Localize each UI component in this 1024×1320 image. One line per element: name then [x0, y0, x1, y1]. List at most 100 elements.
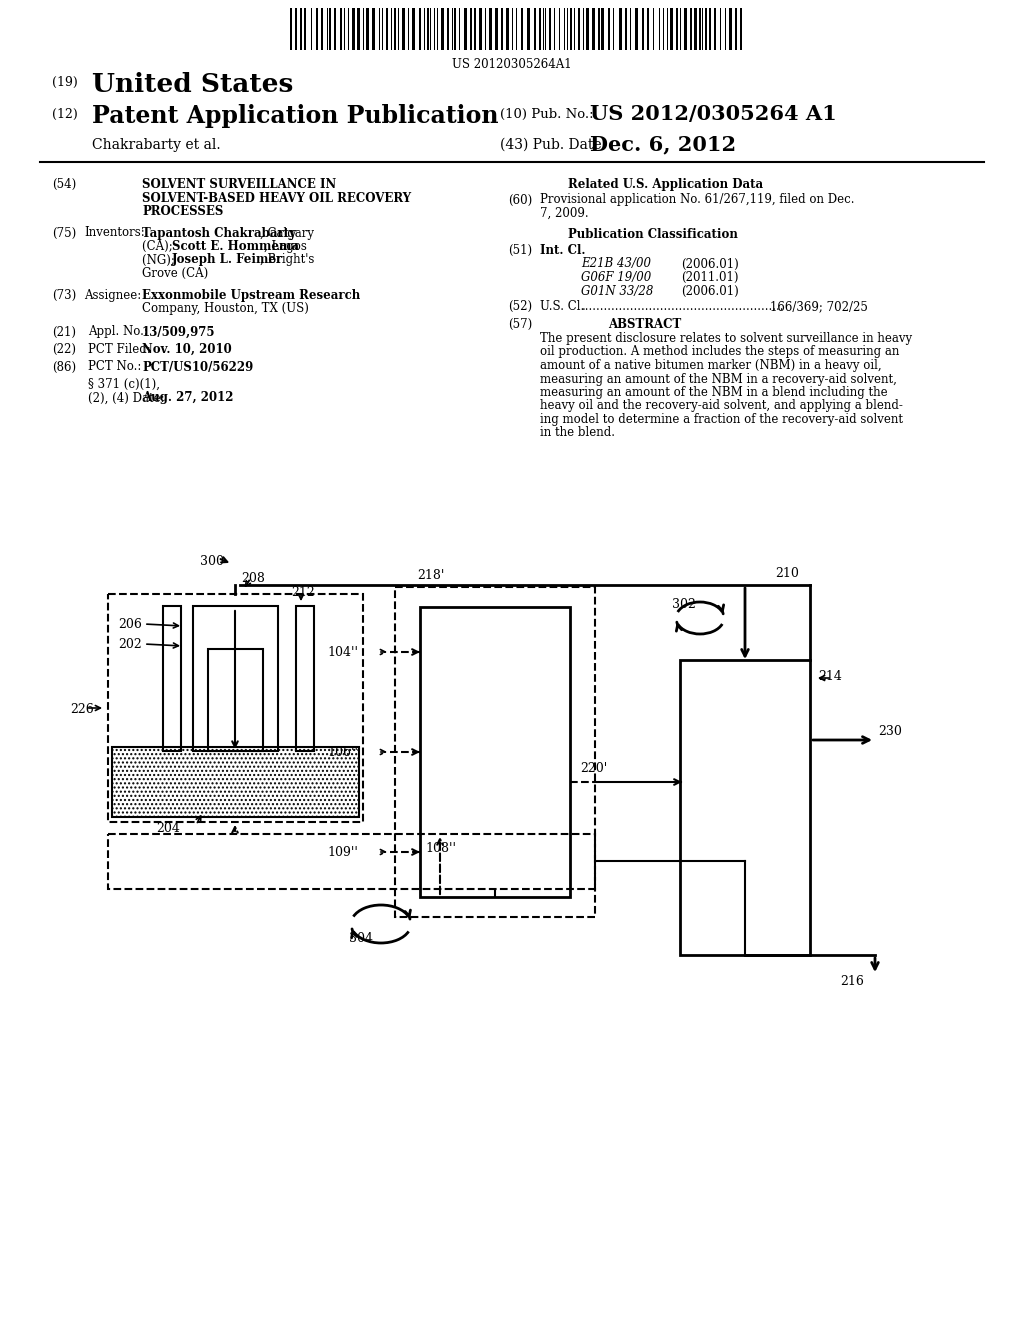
Text: Dec. 6, 2012: Dec. 6, 2012 [590, 135, 736, 154]
Text: PCT No.:: PCT No.: [88, 360, 141, 374]
Text: (2011.01): (2011.01) [681, 271, 738, 284]
Text: measuring an amount of the NBM in a blend including the: measuring an amount of the NBM in a blen… [540, 385, 888, 399]
Bar [699, 8, 701, 50]
Text: ......................................................: ........................................… [582, 300, 784, 313]
Text: in the blend.: in the blend. [540, 426, 615, 440]
Bar [304, 8, 306, 50]
Bar [676, 8, 678, 50]
Text: 220': 220' [580, 762, 607, 775]
Text: (75): (75) [52, 227, 76, 239]
Bar [709, 8, 711, 50]
Bar [427, 8, 429, 50]
Bar [608, 8, 610, 50]
Text: (51): (51) [508, 244, 532, 257]
Text: 302: 302 [672, 598, 696, 611]
Bar [412, 8, 415, 50]
Text: The present disclosure relates to solvent surveillance in heavy: The present disclosure relates to solven… [540, 333, 912, 345]
Text: (CA);: (CA); [142, 240, 176, 253]
Text: , Calgary: , Calgary [260, 227, 314, 239]
Text: (52): (52) [508, 300, 532, 313]
Text: (73): (73) [52, 289, 76, 301]
Text: U.S. Cl.: U.S. Cl. [540, 300, 585, 313]
Text: 13/509,975: 13/509,975 [142, 326, 215, 338]
Bar [570, 8, 572, 50]
Bar [208, 649, 263, 751]
Text: (57): (57) [508, 318, 532, 330]
Bar [705, 8, 707, 50]
Text: Int. Cl.: Int. Cl. [540, 244, 586, 257]
Text: Assignee:: Assignee: [84, 289, 141, 301]
Bar [108, 834, 595, 888]
Bar [539, 8, 541, 50]
Text: 109'': 109'' [327, 846, 357, 859]
Bar [601, 8, 604, 50]
Text: ing model to determine a fraction of the recovery-aid solvent: ing model to determine a fraction of the… [540, 413, 903, 426]
Text: , Bright's: , Bright's [260, 253, 314, 267]
Text: Exxonmobile Upstream Research: Exxonmobile Upstream Research [142, 289, 360, 301]
Text: Chakrabarty et al.: Chakrabarty et al. [92, 139, 220, 152]
Bar [395, 587, 595, 917]
Text: 230: 230 [878, 725, 902, 738]
Text: G06F 19/00: G06F 19/00 [581, 271, 651, 284]
Text: 202: 202 [118, 638, 141, 651]
Text: 214: 214 [818, 671, 842, 682]
Bar [642, 8, 644, 50]
Text: 204: 204 [156, 822, 180, 836]
Text: PCT/US10/56229: PCT/US10/56229 [142, 360, 253, 374]
Text: (2006.01): (2006.01) [681, 285, 738, 297]
Bar [447, 8, 449, 50]
Bar [108, 594, 362, 822]
Text: 7, 2009.: 7, 2009. [540, 207, 589, 220]
Bar [578, 8, 580, 50]
Text: US 20120305264A1: US 20120305264A1 [453, 58, 571, 71]
Bar [521, 8, 523, 50]
Bar [534, 8, 536, 50]
Bar [586, 8, 589, 50]
Bar [419, 8, 421, 50]
Bar [340, 8, 342, 50]
Text: amount of a native bitumen marker (NBM) in a heavy oil,: amount of a native bitumen marker (NBM) … [540, 359, 882, 372]
Bar [420, 607, 570, 898]
Text: (22): (22) [52, 343, 76, 356]
Text: 208: 208 [241, 572, 265, 585]
Bar [352, 8, 355, 50]
Bar [464, 8, 467, 50]
Text: Nov. 10, 2010: Nov. 10, 2010 [142, 343, 231, 356]
Bar [714, 8, 716, 50]
Bar [329, 8, 331, 50]
Bar [670, 8, 673, 50]
Text: oil production. A method includes the steps of measuring an: oil production. A method includes the st… [540, 346, 899, 359]
Bar [372, 8, 375, 50]
Text: (2), (4) Date:: (2), (4) Date: [88, 392, 165, 404]
Text: Grove (CA): Grove (CA) [142, 267, 208, 280]
Bar [694, 8, 697, 50]
Bar [366, 8, 369, 50]
Text: Publication Classification: Publication Classification [568, 228, 738, 242]
Bar [321, 8, 323, 50]
Bar [402, 8, 406, 50]
Text: (2006.01): (2006.01) [681, 257, 738, 271]
Text: 104'': 104'' [327, 645, 358, 659]
Bar [163, 606, 181, 751]
Bar [454, 8, 456, 50]
Bar [489, 8, 492, 50]
Bar [470, 8, 472, 50]
Text: Tapantosh Chakrabarty: Tapantosh Chakrabarty [142, 227, 296, 239]
Text: Provisional application No. 61/267,119, filed on Dec.: Provisional application No. 61/267,119, … [540, 194, 854, 206]
Text: 216: 216 [840, 975, 864, 987]
Bar [501, 8, 503, 50]
Text: US 2012/0305264 A1: US 2012/0305264 A1 [590, 104, 837, 124]
Text: Aug. 27, 2012: Aug. 27, 2012 [142, 392, 233, 404]
Bar [549, 8, 551, 50]
Text: 210: 210 [775, 568, 799, 579]
Text: measuring an amount of the NBM in a recovery-aid solvent,: measuring an amount of the NBM in a reco… [540, 372, 897, 385]
Bar [647, 8, 649, 50]
Text: 300: 300 [200, 554, 224, 568]
Text: Related U.S. Application Data: Related U.S. Application Data [568, 178, 763, 191]
Text: SOLVENT-BASED HEAVY OIL RECOVERY: SOLVENT-BASED HEAVY OIL RECOVERY [142, 191, 411, 205]
Bar [735, 8, 737, 50]
Text: G01N 33/28: G01N 33/28 [581, 285, 653, 297]
Bar [394, 8, 396, 50]
Bar [740, 8, 742, 50]
Bar [300, 8, 302, 50]
